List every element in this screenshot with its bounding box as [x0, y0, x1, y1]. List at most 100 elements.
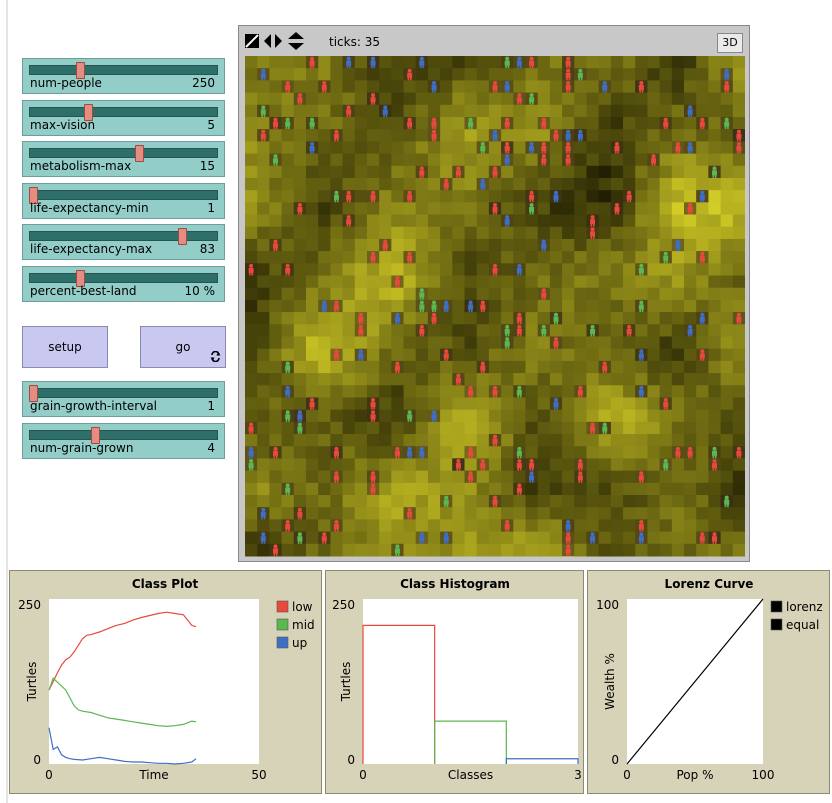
slider-thumb[interactable]: [76, 62, 86, 79]
setup-button[interactable]: setup: [22, 326, 108, 368]
ticks-counter: ticks: 35: [329, 35, 380, 49]
person-icon: [269, 117, 282, 130]
patch: [513, 373, 526, 386]
patch: [342, 409, 356, 423]
patch: [366, 129, 380, 142]
patch: [379, 263, 392, 277]
person-icon: [720, 495, 733, 508]
patch: [610, 68, 624, 81]
patch: [537, 80, 551, 94]
patch: [671, 495, 685, 508]
patch: [391, 421, 405, 435]
patch: [342, 202, 356, 216]
patch: [379, 68, 392, 81]
patch: [476, 470, 490, 484]
patch: [305, 507, 319, 520]
patch: [366, 434, 380, 447]
patch: [305, 385, 319, 398]
patch: [513, 434, 526, 447]
patch: [635, 92, 648, 106]
patch: [281, 68, 295, 81]
slider-life-expectancy-min[interactable]: life-expectancy-min 1: [22, 182, 225, 219]
patch: [391, 324, 405, 337]
slider-track[interactable]: [29, 106, 218, 117]
world-grid[interactable]: [245, 56, 745, 557]
patch: [342, 360, 356, 374]
patch: [440, 92, 453, 106]
slider-track[interactable]: [29, 148, 218, 158]
slider-thumb[interactable]: [29, 385, 38, 402]
patch: [549, 385, 563, 398]
patch: [245, 434, 258, 447]
slider-track[interactable]: [29, 388, 218, 398]
patch: [562, 275, 575, 289]
patch: [684, 385, 697, 398]
slider-grain-growth-interval[interactable]: grain-growth-interval 1: [22, 381, 225, 417]
slider-track[interactable]: [29, 429, 218, 440]
patch: [732, 531, 745, 545]
patch: [671, 482, 685, 496]
slider-life-expectancy-max[interactable]: life-expectancy-max 83: [22, 224, 225, 260]
slider-metabolism-max[interactable]: metabolism-max 15: [22, 141, 225, 177]
vertical-arrows-icon[interactable]: [288, 32, 304, 53]
patch: [476, 153, 490, 167]
patch: [281, 92, 295, 106]
patch: [671, 153, 685, 167]
patch: [245, 177, 258, 191]
patch: [476, 336, 490, 350]
patch: [623, 287, 636, 301]
legend-swatch: [770, 618, 783, 631]
patch: [610, 312, 624, 325]
3d-view-button[interactable]: 3D: [717, 33, 743, 53]
slider-thumb[interactable]: [29, 186, 38, 204]
patch: [318, 238, 331, 252]
patch: [318, 543, 331, 557]
person-icon: [525, 458, 538, 471]
horizontal-arrows-icon[interactable]: [264, 34, 282, 51]
patch: [610, 190, 624, 203]
patch: [440, 275, 453, 289]
patch: [549, 92, 563, 106]
slider-thumb[interactable]: [83, 103, 93, 121]
patch: [305, 214, 319, 228]
patch: [696, 129, 709, 142]
slider-max-vision[interactable]: max-vision 5: [22, 99, 225, 136]
patch: [513, 470, 526, 484]
patch: [525, 482, 539, 496]
patch: [671, 104, 685, 118]
patch: [537, 129, 551, 142]
patch: [245, 312, 258, 325]
patch: [452, 153, 466, 167]
slider-track[interactable]: [29, 231, 218, 241]
patch: [586, 543, 600, 557]
go-button[interactable]: go: [140, 326, 226, 368]
patch: [269, 129, 283, 142]
slider-num-people[interactable]: num-people 250: [22, 58, 225, 94]
patch: [684, 397, 697, 411]
slider-track[interactable]: [29, 65, 218, 75]
patch: [269, 275, 283, 289]
person-icon: [537, 117, 550, 130]
person-icon: [684, 324, 697, 337]
person-icon: [476, 141, 489, 154]
patch: [501, 92, 514, 106]
patch: [598, 287, 612, 301]
edit-icon[interactable]: [245, 34, 259, 51]
slider-thumb[interactable]: [76, 269, 86, 287]
slider-num-grain-grown[interactable]: num-grain-grown 4: [22, 422, 225, 459]
slider-thumb[interactable]: [90, 426, 100, 444]
patch: [732, 251, 745, 264]
patch: [245, 299, 258, 313]
slider-percent-best-land[interactable]: percent-best-land 10 %: [22, 265, 225, 302]
patch: [452, 531, 466, 545]
patch: [342, 482, 356, 496]
patch: [732, 202, 745, 216]
slider-track[interactable]: [29, 189, 218, 200]
slider-thumb[interactable]: [178, 228, 188, 245]
slider-thumb[interactable]: [134, 145, 144, 162]
slider-track[interactable]: [29, 272, 218, 283]
patch: [464, 214, 478, 228]
patch: [245, 68, 258, 81]
patch: [452, 446, 466, 459]
person-icon: [367, 482, 380, 495]
